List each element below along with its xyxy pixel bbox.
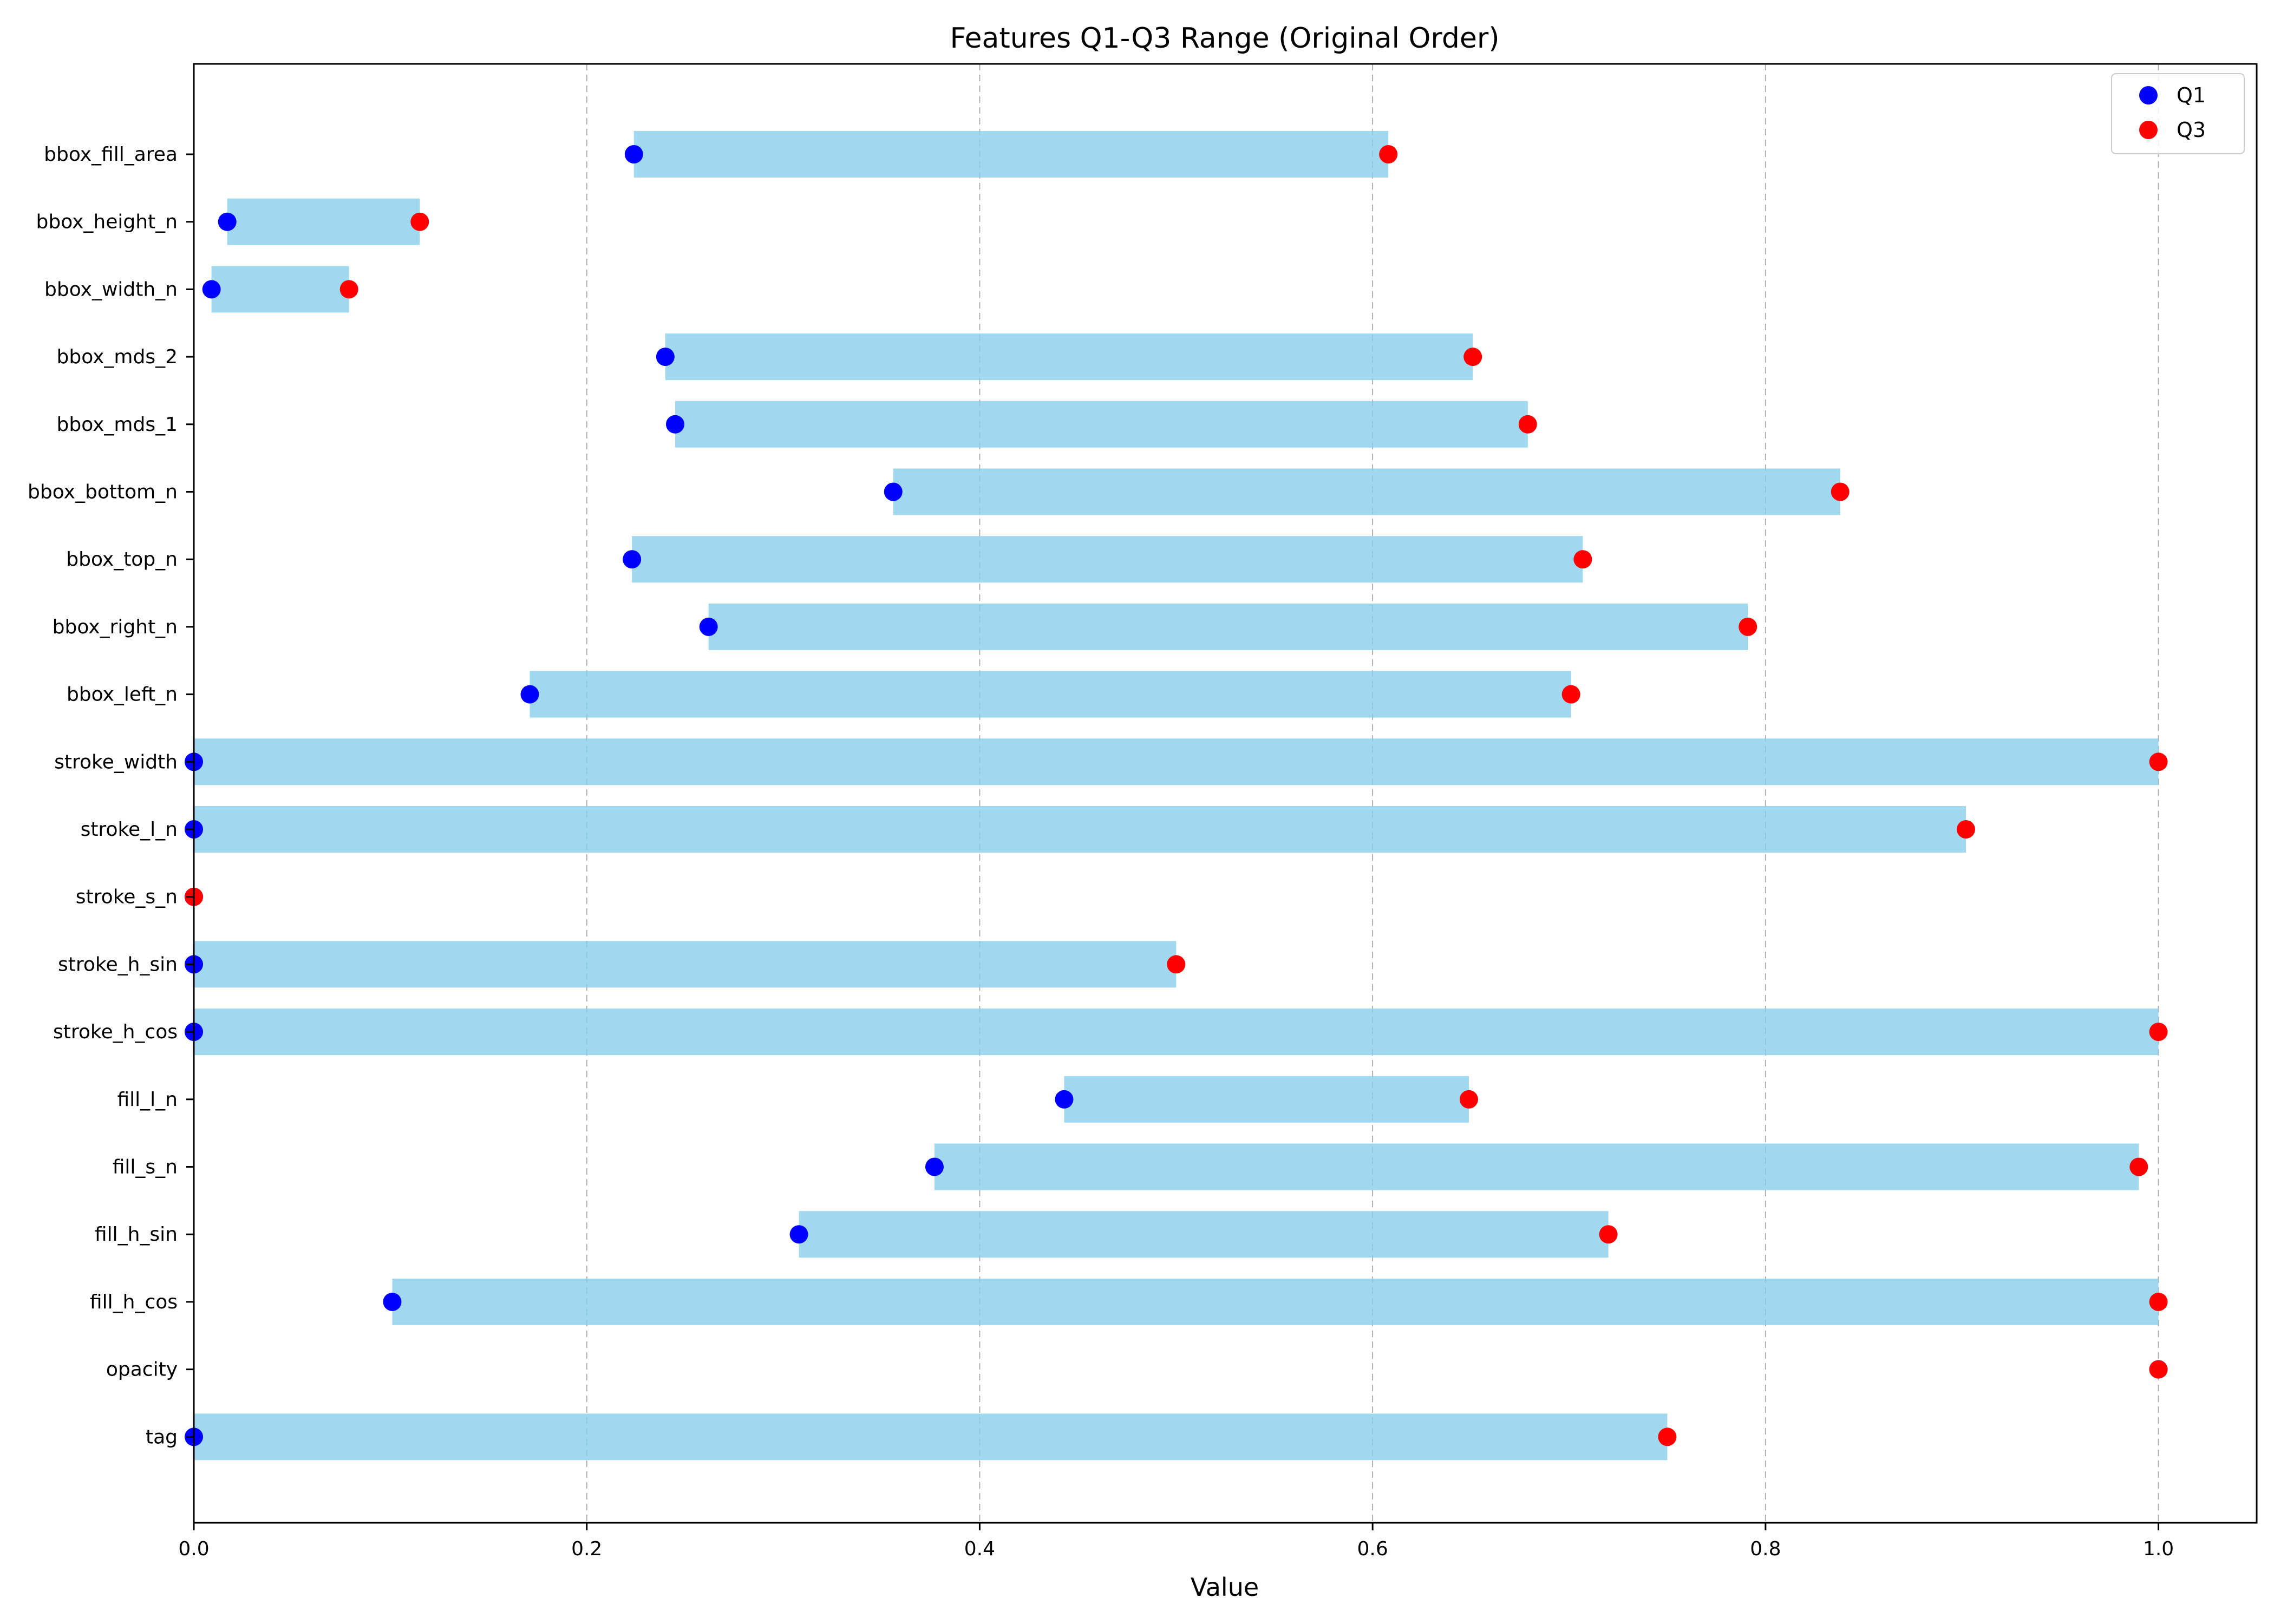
y-tick-label: tag xyxy=(146,1426,178,1448)
y-axis-ticks: bbox_fill_area bbox_height_n bbox_width_nb… xyxy=(28,143,194,1448)
legend-q3-label: Q3 xyxy=(2177,118,2206,142)
x-axis-ticks: 0.0 0.2 0.4 0.6 0.8 1.0 xyxy=(178,1523,2174,1560)
q3-point-bbox_height_n xyxy=(410,212,429,231)
q3-point-fill_h_cos xyxy=(2149,1292,2168,1311)
y-tick-label: stroke_l_n xyxy=(81,818,178,841)
range-bar-bbox_fill_area xyxy=(633,131,1389,178)
range-bar-bbox_height_n xyxy=(227,198,420,245)
q1-point-fill_s_n xyxy=(925,1157,944,1176)
legend-q3-marker xyxy=(2139,121,2158,139)
q1-point-bbox_width_n xyxy=(202,280,221,299)
range-bar-tag xyxy=(194,1413,1668,1461)
y-tick-label: bbox_right_n xyxy=(53,616,178,638)
y-tick-label: fill_h_sin xyxy=(95,1223,178,1246)
range-bar-bbox_mds_1 xyxy=(675,401,1528,448)
y-tick-label: bbox_top_n xyxy=(66,548,178,571)
range-bar-bbox_mds_2 xyxy=(665,333,1473,381)
x-tick-label: 0.0 xyxy=(178,1538,209,1560)
q1-point-bbox_height_n xyxy=(218,212,237,231)
range-bar-fill_h_cos xyxy=(392,1278,2159,1325)
legend-q1-marker xyxy=(2139,86,2158,104)
q3-point-opacity xyxy=(2149,1360,2168,1379)
q1-point-bbox_bottom_n xyxy=(884,482,903,501)
range-bar-stroke_l_n xyxy=(194,806,1966,853)
y-tick-label: opacity xyxy=(106,1359,178,1381)
y-tick-label: fill_s_n xyxy=(113,1156,178,1178)
q1-point-bbox_mds_1 xyxy=(666,415,684,434)
legend: Q1 Q3 xyxy=(2111,73,2245,154)
legend-q1-label: Q1 xyxy=(2177,83,2206,107)
y-tick-label: bbox_width_n xyxy=(44,278,178,300)
x-tick-label: 0.2 xyxy=(571,1538,602,1560)
plot-area-frame xyxy=(193,63,2258,1524)
q3-point-stroke_h_sin xyxy=(1167,955,1186,974)
y-tick-label: bbox_mds_2 xyxy=(56,346,178,368)
range-bar-bbox_left_n xyxy=(530,671,1571,718)
y-tick-label: bbox_left_n xyxy=(67,684,178,706)
range-bar-stroke_width xyxy=(194,738,2159,785)
y-tick-label: fill_l_n xyxy=(117,1089,178,1111)
q1-point-bbox_fill_area xyxy=(624,145,643,163)
y-tick-label: bbox_height_n xyxy=(36,211,178,233)
q3-point-bbox_left_n xyxy=(1561,685,1580,704)
range-bar-bbox_bottom_n xyxy=(893,468,1840,515)
q3-point-bbox_fill_area xyxy=(1379,145,1398,163)
range-bar-stroke_h_sin xyxy=(194,941,1177,988)
q3-point-fill_s_n xyxy=(2129,1157,2148,1176)
y-tick-label: fill_h_cos xyxy=(90,1291,178,1313)
chart-title: Features Q1-Q3 Range (Original Order) xyxy=(950,22,1499,55)
q3-point-stroke_h_cos xyxy=(2149,1023,2168,1042)
y-tick-label: stroke_h_cos xyxy=(53,1021,178,1043)
q3-point-tag xyxy=(1658,1427,1677,1446)
y-tick-label: stroke_s_n xyxy=(76,886,178,908)
range-bar-bbox_width_n xyxy=(211,266,349,313)
q3-point-fill_h_sin xyxy=(1599,1225,1618,1244)
q3-point-bbox_width_n xyxy=(339,280,358,299)
range-bar-fill_h_sin xyxy=(799,1211,1609,1258)
q1-point-bbox_right_n xyxy=(699,617,718,636)
y-tick-label: bbox_mds_1 xyxy=(56,414,178,436)
y-tick-label: stroke_h_sin xyxy=(58,953,178,975)
q1-point-fill_l_n xyxy=(1055,1090,1074,1109)
q3-point-stroke_l_n xyxy=(1956,820,1975,839)
range-bar-fill_s_n xyxy=(934,1143,2139,1190)
range-bar-fill_l_n xyxy=(1064,1076,1469,1123)
q1-point-bbox_left_n xyxy=(520,685,539,704)
quartile-points xyxy=(185,145,2168,1446)
range-bars xyxy=(194,131,2159,1461)
q3-point-stroke_width xyxy=(2149,752,2168,771)
x-tick-label: 0.4 xyxy=(964,1538,995,1560)
x-tick-label: 1.0 xyxy=(2143,1538,2174,1560)
y-tick-label: stroke_width xyxy=(54,751,178,773)
q1-point-fill_h_sin xyxy=(789,1225,808,1244)
x-tick-label: 0.8 xyxy=(1750,1538,1781,1560)
y-tick-label: bbox_fill_area xyxy=(44,143,178,166)
x-axis-label: Value xyxy=(1191,1573,1259,1602)
q3-point-bbox_mds_1 xyxy=(1518,415,1537,434)
q3-point-bbox_top_n xyxy=(1573,550,1592,569)
range-bar-bbox_right_n xyxy=(708,603,1748,650)
q1-point-fill_h_cos xyxy=(383,1292,402,1311)
q3-point-bbox_right_n xyxy=(1739,617,1757,636)
y-tick-label: bbox_bottom_n xyxy=(28,481,178,503)
range-bar-stroke_h_cos xyxy=(194,1009,2159,1056)
q3-point-bbox_bottom_n xyxy=(1831,482,1850,501)
q1-point-bbox_mds_2 xyxy=(656,348,675,366)
range-bar-bbox_top_n xyxy=(632,536,1583,583)
q3-point-fill_l_n xyxy=(1459,1090,1478,1109)
q3-point-bbox_mds_2 xyxy=(1463,348,1482,366)
q1-point-bbox_top_n xyxy=(623,550,642,569)
x-tick-label: 0.6 xyxy=(1357,1538,1388,1560)
